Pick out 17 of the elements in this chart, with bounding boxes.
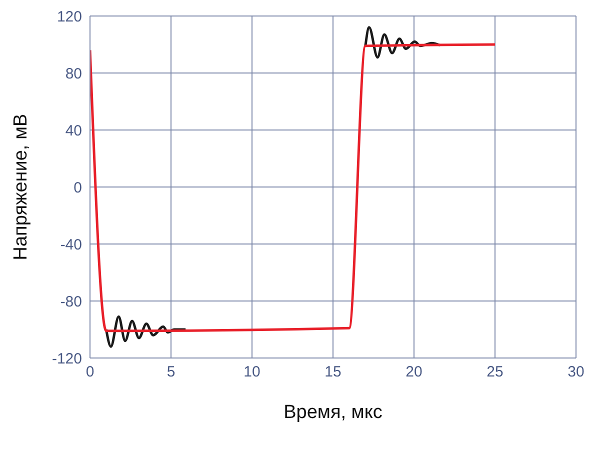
x-tick-label: 20	[406, 364, 422, 381]
x-tick-label: 15	[324, 364, 342, 381]
y-tick-label: 80	[65, 65, 82, 82]
x-tick-label: 25	[486, 364, 504, 381]
x-tick-label: 0	[86, 364, 94, 381]
y-tick-label: 0	[74, 179, 82, 196]
y-tick-label: 120	[56, 8, 82, 26]
y-tick-label: 40	[65, 122, 82, 140]
x-tick-label: 5	[166, 364, 176, 381]
y-tick-label: -80	[60, 293, 82, 310]
y-tick-label: -40	[60, 236, 82, 254]
x-axis-title: Время, мкс	[284, 402, 382, 423]
line-series	[90, 43, 496, 332]
x-tick-label: 30	[568, 364, 584, 381]
x-tick-label: 10	[244, 364, 260, 381]
y-axis-title: Напряжение, мВ	[10, 114, 32, 260]
y-tick-label: -120	[52, 350, 82, 368]
